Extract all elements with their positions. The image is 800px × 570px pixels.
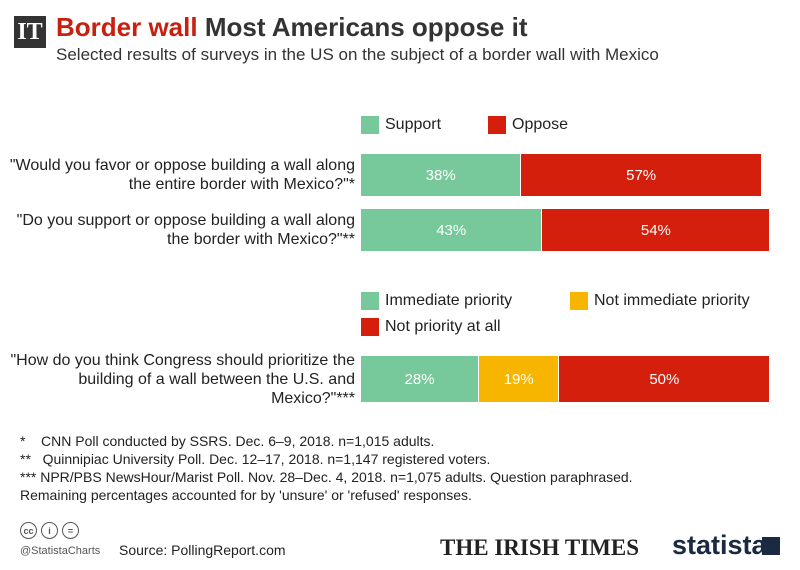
cc-icon: cc [20, 522, 37, 539]
category-label: "Do you support or oppose building a wal… [16, 212, 355, 248]
footnote: Remaining percentages accounted for by '… [20, 487, 472, 503]
handle: @StatistaCharts [20, 545, 101, 557]
logo: IT [14, 16, 46, 48]
title: Border wall Most Americans oppose it [56, 12, 527, 43]
legend-swatch [361, 116, 379, 134]
value-label: 57% [626, 166, 657, 184]
value-label: 38% [425, 166, 456, 184]
by-icon: i [41, 522, 58, 539]
category-label: "Would you favor or oppose building a wa… [9, 157, 355, 193]
brand-icon [762, 537, 780, 555]
bar-segment: 43% [361, 209, 543, 251]
nd-icon: = [62, 522, 79, 539]
title-text: Most Americans oppose it [204, 12, 528, 42]
value-label: 28% [404, 370, 435, 388]
legend-label: Support [385, 116, 442, 133]
bar-segment: 19% [479, 356, 560, 402]
brand-logo: statista [672, 530, 767, 560]
value-label: 54% [640, 221, 671, 239]
legend-label: Immediate priority [385, 292, 513, 309]
title-highlight: Border wall [56, 12, 198, 42]
legend-swatch [361, 318, 379, 336]
legend-label: Oppose [512, 116, 569, 133]
value-label: 50% [649, 370, 680, 388]
footnote: * CNN Poll conducted by SSRS. Dec. 6–9, … [20, 433, 435, 449]
bar-segment: 38% [361, 154, 522, 196]
legend-label: Not immediate priority [594, 292, 750, 309]
legend-swatch [570, 292, 588, 310]
legend-label: Not priority at all [385, 318, 501, 335]
legend-swatch [488, 116, 506, 134]
value-label: 43% [436, 221, 467, 239]
footnote: ** Quinnipiac University Poll. Dec. 12–1… [20, 451, 491, 467]
bar-segment: 54% [542, 209, 771, 251]
bar-segment: 57% [521, 154, 762, 196]
value-label: 19% [503, 370, 534, 388]
subtitle: Selected results of surveys in the US on… [56, 45, 659, 64]
bar-segment: 28% [361, 356, 480, 402]
partner-logo: THE IRISH TIMES [440, 535, 639, 560]
bar-segment: 50% [559, 356, 771, 402]
footnote: *** NPR/PBS NewsHour/Marist Poll. Nov. 2… [20, 469, 633, 485]
category-label: "How do you think Congress should priori… [10, 351, 355, 407]
legend-swatch [361, 292, 379, 310]
source: Source: PollingReport.com [119, 542, 286, 558]
